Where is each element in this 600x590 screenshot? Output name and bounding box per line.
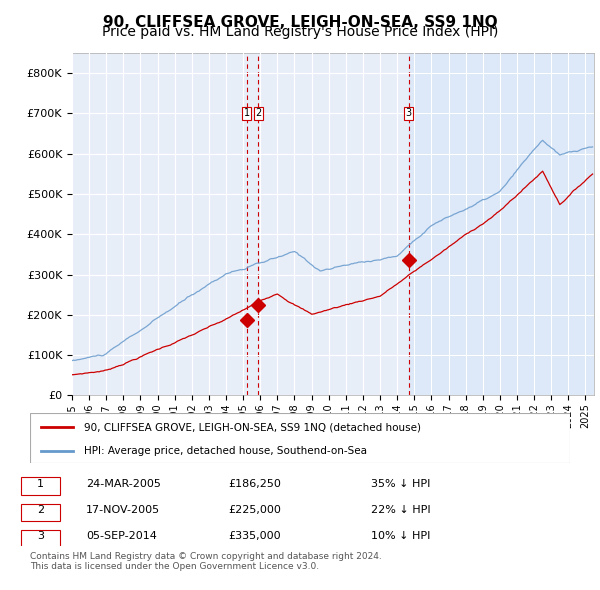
FancyBboxPatch shape (20, 530, 61, 548)
Text: 24-MAR-2005: 24-MAR-2005 (86, 478, 161, 489)
Text: 90, CLIFFSEA GROVE, LEIGH-ON-SEA, SS9 1NQ (detached house): 90, CLIFFSEA GROVE, LEIGH-ON-SEA, SS9 1N… (84, 422, 421, 432)
Text: £225,000: £225,000 (229, 505, 281, 515)
FancyBboxPatch shape (20, 477, 61, 495)
Text: £335,000: £335,000 (229, 531, 281, 541)
Text: 22% ↓ HPI: 22% ↓ HPI (371, 505, 431, 515)
Text: 2: 2 (37, 505, 44, 515)
Text: 90, CLIFFSEA GROVE, LEIGH-ON-SEA, SS9 1NQ: 90, CLIFFSEA GROVE, LEIGH-ON-SEA, SS9 1N… (103, 15, 497, 30)
Text: 35% ↓ HPI: 35% ↓ HPI (371, 478, 430, 489)
Text: £186,250: £186,250 (229, 478, 281, 489)
Text: 3: 3 (406, 109, 412, 119)
Text: 17-NOV-2005: 17-NOV-2005 (86, 505, 160, 515)
Text: 1: 1 (37, 478, 44, 489)
Text: 05-SEP-2014: 05-SEP-2014 (86, 531, 157, 541)
Text: HPI: Average price, detached house, Southend-on-Sea: HPI: Average price, detached house, Sout… (84, 445, 367, 455)
Bar (409, 53, 600, 395)
Text: 1: 1 (244, 109, 250, 119)
Text: 2: 2 (255, 109, 262, 119)
Text: Price paid vs. HM Land Registry's House Price Index (HPI): Price paid vs. HM Land Registry's House … (102, 25, 498, 40)
FancyBboxPatch shape (30, 413, 570, 463)
Text: 3: 3 (37, 531, 44, 541)
Text: Contains HM Land Registry data © Crown copyright and database right 2024.
This d: Contains HM Land Registry data © Crown c… (30, 552, 382, 571)
FancyBboxPatch shape (20, 503, 61, 521)
Text: 10% ↓ HPI: 10% ↓ HPI (371, 531, 430, 541)
